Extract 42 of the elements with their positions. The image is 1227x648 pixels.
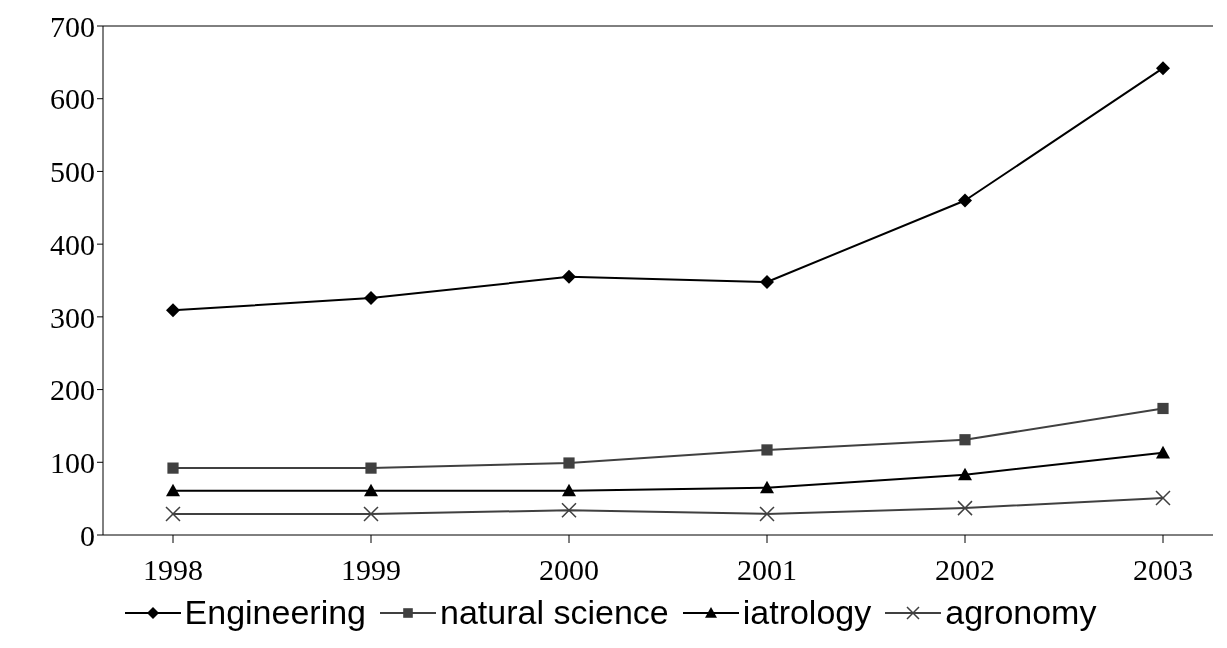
x-tick-label: 2001	[737, 553, 797, 587]
x-tick-label: 2003	[1133, 553, 1193, 587]
legend-label: natural science	[440, 593, 669, 632]
y-tick-label: 400	[50, 227, 95, 261]
point	[562, 269, 576, 284]
y-tick-label: 700	[50, 9, 95, 43]
point	[561, 502, 577, 519]
point	[364, 483, 378, 497]
point	[760, 480, 774, 494]
point	[957, 500, 973, 516]
y-tick-label: 100	[50, 445, 95, 479]
legend-label: agronomy	[945, 593, 1097, 632]
point	[364, 290, 378, 305]
point	[1156, 445, 1170, 459]
legend-label: Engineering	[184, 593, 367, 632]
point	[761, 444, 773, 456]
y-tick-label: 300	[50, 300, 95, 334]
x-tick-label: 1999	[341, 553, 401, 587]
point	[1156, 61, 1170, 76]
point	[959, 434, 971, 446]
point	[563, 457, 575, 469]
point	[365, 462, 377, 474]
point	[363, 506, 379, 522]
legend-label: iatrology	[742, 593, 872, 632]
y-tick-label: 500	[50, 155, 95, 189]
point	[166, 483, 180, 497]
point	[165, 506, 181, 522]
point	[958, 467, 972, 481]
x-tick-label: 1998	[143, 553, 203, 587]
y-tick-label: 600	[50, 82, 95, 116]
point	[166, 303, 180, 318]
y-tick-label: 0	[80, 518, 95, 552]
point	[760, 274, 774, 289]
x-tick-label: 2000	[539, 553, 599, 587]
point	[562, 483, 576, 497]
point	[1155, 490, 1171, 506]
point	[958, 193, 972, 208]
point	[1157, 402, 1169, 415]
point	[759, 506, 775, 522]
point	[167, 462, 179, 474]
x-tick-label: 2002	[935, 553, 995, 587]
y-tick-label: 200	[50, 373, 95, 407]
